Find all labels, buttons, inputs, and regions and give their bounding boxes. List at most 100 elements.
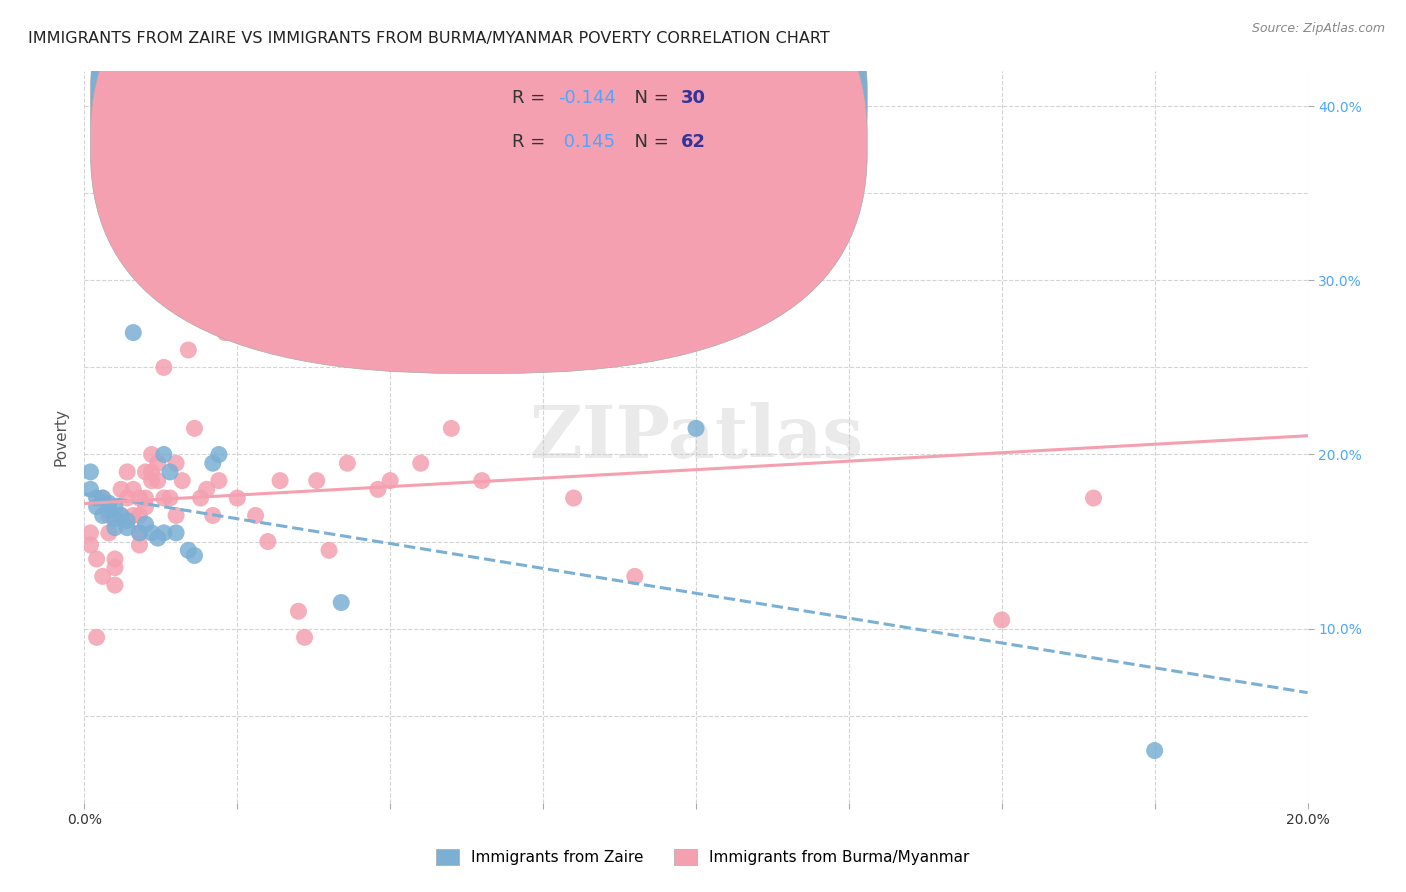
- Point: [287, 604, 309, 618]
- Point: [135, 491, 157, 505]
- Point: [86, 500, 108, 514]
- Text: R =: R =: [513, 89, 551, 107]
- Point: [269, 474, 291, 488]
- Point: [79, 538, 101, 552]
- Point: [135, 465, 157, 479]
- Point: [91, 491, 114, 505]
- Point: [115, 521, 138, 535]
- Point: [122, 326, 145, 340]
- Point: [294, 631, 316, 645]
- Point: [97, 503, 120, 517]
- Text: 0.145: 0.145: [558, 133, 614, 152]
- Point: [195, 483, 218, 497]
- Point: [165, 456, 187, 470]
- Y-axis label: Poverty: Poverty: [53, 408, 69, 467]
- Point: [141, 448, 163, 462]
- Point: [146, 456, 169, 470]
- Text: R =: R =: [513, 133, 551, 152]
- Point: [177, 543, 200, 558]
- FancyBboxPatch shape: [90, 0, 868, 374]
- Point: [110, 483, 132, 497]
- Text: 62: 62: [682, 133, 706, 152]
- Point: [91, 491, 114, 505]
- Point: [97, 525, 120, 540]
- Point: [104, 521, 127, 535]
- Point: [183, 421, 205, 435]
- Point: [409, 456, 432, 470]
- Point: [336, 456, 359, 470]
- Point: [115, 514, 138, 528]
- Point: [128, 525, 150, 540]
- Point: [159, 465, 181, 479]
- Point: [128, 491, 150, 505]
- Point: [183, 549, 205, 563]
- Point: [624, 569, 647, 583]
- FancyBboxPatch shape: [90, 0, 868, 329]
- Point: [177, 343, 200, 357]
- Point: [226, 491, 249, 505]
- Point: [165, 525, 187, 540]
- Point: [79, 525, 101, 540]
- Point: [190, 491, 212, 505]
- Point: [165, 508, 187, 523]
- FancyBboxPatch shape: [433, 75, 787, 188]
- Point: [86, 491, 108, 505]
- Point: [135, 500, 157, 514]
- Point: [104, 560, 127, 574]
- Point: [685, 421, 707, 435]
- Point: [128, 525, 150, 540]
- Point: [991, 613, 1014, 627]
- Point: [562, 491, 585, 505]
- Point: [471, 474, 494, 488]
- Point: [257, 534, 280, 549]
- Point: [141, 474, 163, 488]
- Point: [128, 538, 150, 552]
- Point: [153, 491, 176, 505]
- Point: [110, 508, 132, 523]
- Point: [115, 491, 138, 505]
- Point: [91, 508, 114, 523]
- Point: [146, 531, 169, 545]
- Point: [135, 517, 157, 532]
- Text: -0.144: -0.144: [558, 89, 616, 107]
- Point: [208, 448, 231, 462]
- Point: [305, 474, 328, 488]
- Point: [104, 500, 127, 514]
- Point: [141, 465, 163, 479]
- Point: [153, 525, 176, 540]
- Point: [159, 291, 181, 305]
- Point: [91, 569, 114, 583]
- Point: [159, 491, 181, 505]
- Point: [807, 125, 830, 139]
- Text: N =: N =: [623, 89, 673, 107]
- Point: [201, 508, 224, 523]
- Point: [330, 595, 353, 609]
- Point: [110, 508, 132, 523]
- Point: [128, 508, 150, 523]
- Point: [115, 465, 138, 479]
- Point: [208, 474, 231, 488]
- Point: [79, 465, 101, 479]
- Point: [97, 508, 120, 523]
- Point: [440, 421, 463, 435]
- Point: [172, 474, 194, 488]
- Point: [146, 474, 169, 488]
- Point: [318, 543, 340, 558]
- Point: [122, 508, 145, 523]
- Point: [97, 496, 120, 510]
- Point: [79, 483, 101, 497]
- Point: [141, 525, 163, 540]
- Point: [214, 326, 236, 340]
- Text: Source: ZipAtlas.com: Source: ZipAtlas.com: [1251, 22, 1385, 36]
- Point: [380, 474, 402, 488]
- Point: [104, 578, 127, 592]
- Point: [367, 483, 389, 497]
- Point: [245, 508, 267, 523]
- Point: [104, 512, 127, 526]
- Text: ZIPatlas: ZIPatlas: [529, 401, 863, 473]
- Legend: Immigrants from Zaire, Immigrants from Burma/Myanmar: Immigrants from Zaire, Immigrants from B…: [430, 843, 976, 871]
- Point: [1083, 491, 1105, 505]
- Point: [86, 631, 108, 645]
- Point: [122, 483, 145, 497]
- Point: [1143, 743, 1166, 757]
